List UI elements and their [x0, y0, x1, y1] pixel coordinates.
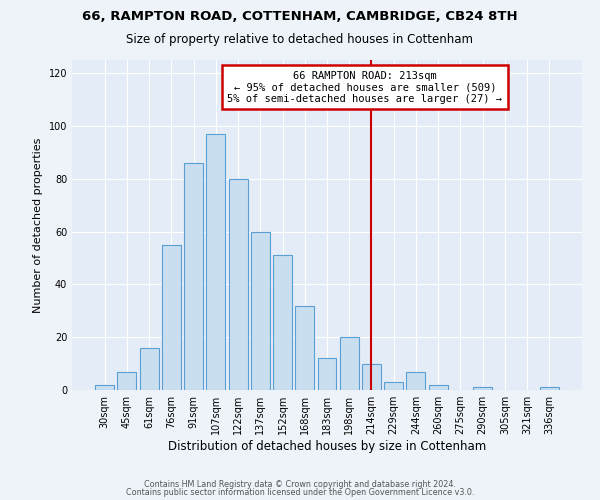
Text: Size of property relative to detached houses in Cottenham: Size of property relative to detached ho… [127, 32, 473, 46]
Bar [540, 388, 559, 390]
Bar [184, 163, 203, 390]
Text: Contains HM Land Registry data © Crown copyright and database right 2024.: Contains HM Land Registry data © Crown c… [144, 480, 456, 489]
Text: 66 RAMPTON ROAD: 213sqm
← 95% of detached houses are smaller (509)
5% of semi-de: 66 RAMPTON ROAD: 213sqm ← 95% of detache… [227, 70, 502, 104]
Text: Contains public sector information licensed under the Open Government Licence v3: Contains public sector information licen… [126, 488, 474, 497]
Bar [162, 245, 181, 390]
Bar [229, 179, 248, 390]
Bar [317, 358, 337, 390]
Bar [251, 232, 270, 390]
Bar [406, 372, 425, 390]
Bar [384, 382, 403, 390]
Bar [95, 384, 114, 390]
Bar [273, 256, 292, 390]
Bar [118, 372, 136, 390]
Y-axis label: Number of detached properties: Number of detached properties [33, 138, 43, 312]
X-axis label: Distribution of detached houses by size in Cottenham: Distribution of detached houses by size … [168, 440, 486, 453]
Bar [429, 384, 448, 390]
Bar [140, 348, 158, 390]
Bar [206, 134, 225, 390]
Bar [362, 364, 381, 390]
Text: 66, RAMPTON ROAD, COTTENHAM, CAMBRIDGE, CB24 8TH: 66, RAMPTON ROAD, COTTENHAM, CAMBRIDGE, … [82, 10, 518, 23]
Bar [473, 388, 492, 390]
Bar [295, 306, 314, 390]
Bar [340, 337, 359, 390]
